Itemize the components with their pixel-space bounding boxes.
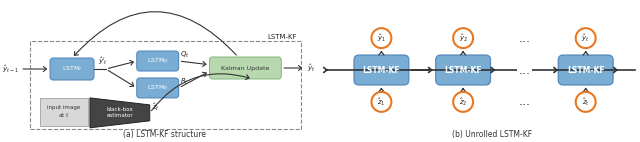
Text: $\hat{z}_t$: $\hat{z}_t$ xyxy=(152,101,159,113)
Text: $\hat{y}_1$: $\hat{y}_1$ xyxy=(377,32,386,44)
Text: $\mathrm{LSTM}_R$: $\mathrm{LSTM}_R$ xyxy=(147,83,168,92)
Text: $\hat{y}_t$: $\hat{y}_t$ xyxy=(582,32,590,44)
Text: LSTM-KF: LSTM-KF xyxy=(363,65,400,75)
Text: (b) Unrolled LSTM-KF: (b) Unrolled LSTM-KF xyxy=(452,130,532,139)
Circle shape xyxy=(371,28,392,48)
FancyBboxPatch shape xyxy=(558,55,613,85)
Text: ...: ... xyxy=(518,63,531,77)
Circle shape xyxy=(453,28,473,48)
FancyBboxPatch shape xyxy=(50,58,94,80)
Polygon shape xyxy=(90,98,150,128)
Circle shape xyxy=(576,28,596,48)
Text: ...: ... xyxy=(518,32,531,45)
Circle shape xyxy=(371,92,392,112)
Circle shape xyxy=(576,92,596,112)
Text: $\hat{y}_t$: $\hat{y}_t$ xyxy=(307,62,316,74)
FancyBboxPatch shape xyxy=(137,51,179,71)
Text: $\hat{z}_1$: $\hat{z}_1$ xyxy=(377,96,386,108)
Text: $\hat{z}_t$: $\hat{z}_t$ xyxy=(582,96,589,108)
Text: $\hat{z}_2$: $\hat{z}_2$ xyxy=(459,96,467,108)
Text: LSTM-KF: LSTM-KF xyxy=(268,34,297,40)
FancyBboxPatch shape xyxy=(137,78,179,98)
Text: black-box
estimator: black-box estimator xyxy=(106,107,133,118)
Text: input image
at $t$: input image at $t$ xyxy=(47,105,81,119)
Text: $\hat{y}_{t-1}$: $\hat{y}_{t-1}$ xyxy=(3,63,19,75)
FancyBboxPatch shape xyxy=(354,55,409,85)
Text: Kalman Update: Kalman Update xyxy=(221,65,269,71)
Text: ...: ... xyxy=(518,95,531,108)
Text: $R_t$: $R_t$ xyxy=(180,77,189,87)
Text: $\mathrm{LSTM}_Q$: $\mathrm{LSTM}_Q$ xyxy=(147,56,169,66)
Text: $Q_t$: $Q_t$ xyxy=(180,50,189,60)
Text: (a) LSTM-KF structure: (a) LSTM-KF structure xyxy=(123,130,206,139)
Text: $\hat{y}'_t$: $\hat{y}'_t$ xyxy=(98,55,108,67)
Bar xyxy=(30,41,301,129)
Text: LSTM-KF: LSTM-KF xyxy=(567,65,605,75)
Text: LSTM-KF: LSTM-KF xyxy=(444,65,482,75)
Circle shape xyxy=(453,92,473,112)
FancyBboxPatch shape xyxy=(436,55,490,85)
FancyBboxPatch shape xyxy=(209,57,281,79)
Bar xyxy=(40,98,88,126)
Text: $\mathrm{LSTM}_f$: $\mathrm{LSTM}_f$ xyxy=(61,65,83,73)
Text: $\hat{y}_2$: $\hat{y}_2$ xyxy=(459,32,468,44)
